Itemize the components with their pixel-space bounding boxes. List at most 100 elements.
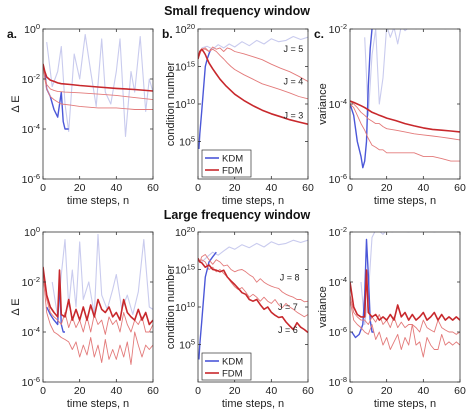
y-axis-label: Δ E [10,298,22,315]
legend-entry: FDM [222,369,243,380]
y-tick-label: 100 [24,225,40,239]
y-tick-label: 105 [179,338,195,352]
x-tick-label: 40 [417,182,429,194]
curve-annotation: J = 5 [283,44,303,54]
panel-1: 0 20 40 60 100 10-2 10-4 10-6 time steps, n Δ E a. [7,22,159,207]
y-tick-label: 10-2 [329,225,347,239]
axes-frame [349,28,461,180]
y-tick-label: 105 [179,135,195,149]
x-tick-label: 60 [147,182,159,194]
x-tick-label: 0 [40,182,46,194]
x-tick-label: 60 [302,385,314,397]
series-line-ghost [201,239,308,263]
y-axis-label: variance [317,286,329,328]
y-tick-label: 10-2 [22,275,40,289]
legend-entry: KDM [222,154,243,165]
series-line-fdm_light [350,100,460,141]
series-line-fdm_dark [350,269,460,321]
series-line-fdm_light [43,63,153,101]
y-tick-label: 10-4 [329,275,347,289]
series-line-fdm_light [43,63,153,110]
x-tick-label: 40 [110,182,122,194]
y-tick-label: 10-8 [329,375,347,389]
x-tick-label: 0 [347,385,353,397]
y-tick-label: 10-2 [329,22,347,36]
curve-annotation: J = 3 [283,110,303,120]
y-tick-label: 10-4 [329,97,347,111]
y-tick-label: 10-4 [22,122,40,136]
series-line-fdm_light [198,254,308,303]
y-tick-label: 100 [24,22,40,36]
y-tick-label: 1015 [175,60,195,74]
series-line-fdm_light [350,295,460,335]
curve-annotation: J = 8 [280,273,300,283]
x-tick-label: 0 [195,182,201,194]
x-tick-label: 20 [381,182,393,194]
x-axis-label: time steps, n [67,195,129,207]
series-line-ghost [364,29,447,116]
curve-annotation: J = 7 [278,302,298,312]
series-line-fdm_light [198,48,308,100]
series-line-fdm_dark [43,266,153,326]
axes-frame [42,28,154,180]
x-tick-label: 40 [265,385,277,397]
x-tick-label: 20 [381,385,393,397]
y-tick-label: 10-6 [329,325,347,339]
y-tick-label: 1020 [175,22,195,36]
y-axis-label: Δ E [10,95,22,112]
series-line-ghost [201,35,308,50]
legend-entry: FDM [222,166,243,177]
axes-frame [42,231,154,383]
series-line-fdm_dark [43,63,153,92]
x-axis-label: time steps, n [67,398,129,409]
panel-label: a. [7,27,17,41]
series-line-fdm_light [350,299,460,358]
x-tick-label: 20 [74,182,86,194]
x-axis-label: time steps, n [222,398,284,409]
series-line-fdm_dark [198,48,308,125]
series-line-fdm_light [43,274,153,365]
y-tick-label: 10-6 [22,172,40,186]
panels: 0 20 40 60 100 10-2 10-4 10-6 time steps, n Δ E a.… [7,22,466,409]
series-line-ghost [51,233,153,318]
x-tick-label: 0 [195,385,201,397]
x-tick-label: 60 [147,385,159,397]
series-line-kdm [198,48,212,150]
series-line-kdm [198,251,217,360]
y-tick-label: 1010 [175,97,195,111]
x-tick-label: 40 [265,182,277,194]
series-line-kdm [350,29,373,169]
x-tick-label: 40 [110,385,122,397]
x-axis-label: time steps, n [222,195,284,207]
series-group [198,35,308,150]
series-group [350,29,460,169]
legend-box [201,149,252,178]
y-axis-label: condition number [165,264,177,349]
x-tick-label: 20 [229,182,241,194]
series-line-fdm_dark [198,258,308,334]
row-title-large-window: Large frequency window [164,208,311,222]
x-tick-label: 0 [40,385,46,397]
x-tick-label: 40 [417,385,429,397]
series-line-fdm_light [198,258,308,318]
x-tick-label: 0 [347,182,353,194]
series-group [43,33,153,138]
series-group [350,232,460,358]
y-tick-label: 10-2 [22,72,40,86]
series-line-fdm_dark [350,100,460,133]
y-tick-label: 10-4 [22,325,40,339]
y-axis-label: variance [317,83,329,125]
panel-label: b. [162,27,173,41]
x-axis-label: time steps, n [374,398,436,409]
panel-3: 0 20 40 60 10-2 10-4 10-6 time steps, n variance… [314,22,466,207]
series-line-ghost [360,232,437,326]
axes-frame [349,231,461,383]
panel-6: 0 20 40 60 10-2 10-4 10-6 10-8 time steps, n vari… [317,225,466,409]
y-tick-label: 10-6 [22,375,40,389]
x-tick-label: 60 [454,182,466,194]
y-tick-label: 10-6 [329,172,347,186]
curve-annotation: J = 6 [278,325,298,335]
